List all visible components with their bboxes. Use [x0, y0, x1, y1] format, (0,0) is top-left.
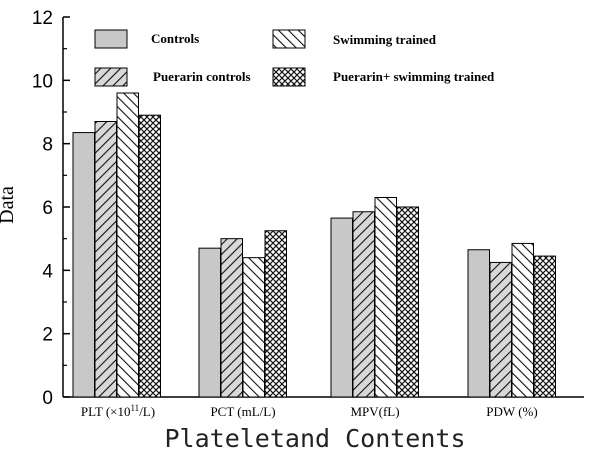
y-tick-label: 6 — [42, 198, 53, 219]
x-category-label: MPV(fL) — [350, 404, 399, 419]
legend-swatch — [272, 67, 306, 87]
x-category-label: PDW (%) — [486, 404, 537, 419]
bar — [467, 249, 490, 398]
bar — [374, 197, 397, 398]
bar — [330, 217, 353, 398]
y-tick-label: 12 — [32, 8, 53, 29]
bar — [533, 255, 556, 398]
x-category-labels: PLT (×1011/L) PCT (mL/L) MPV(fL) PDW (%) — [81, 403, 538, 419]
bars — [72, 92, 556, 398]
bar — [198, 247, 221, 398]
y-axis-title: Data — [0, 186, 18, 224]
legend-label: Controls — [151, 31, 199, 46]
y-tick-label: 8 — [42, 135, 53, 156]
y-tick-label: 2 — [42, 325, 53, 346]
bar — [220, 238, 243, 398]
bar — [352, 211, 375, 398]
y-tick-label: 0 — [42, 388, 53, 409]
x-category-label: PCT (mL/L) — [210, 404, 275, 419]
bar — [489, 261, 512, 398]
bar — [396, 206, 419, 398]
legend-label: Swimming trained — [333, 32, 437, 47]
legend-swatch — [94, 29, 128, 49]
legend-label: Puerarin controls — [153, 69, 251, 84]
y-tick-label: 4 — [42, 261, 53, 282]
legend-swatch — [272, 29, 306, 49]
y-ticks: 0 2 4 6 8 10 12 — [32, 8, 70, 409]
legend-label: Puerarin+ swimming trained — [333, 69, 495, 84]
bar — [94, 121, 117, 398]
y-tick-label: 10 — [32, 71, 53, 92]
bar — [242, 257, 265, 398]
legend-swatch — [94, 67, 128, 87]
legend: Controls Puerarin controls Swimming traine… — [94, 29, 495, 87]
x-category-label: PLT (×1011/L) — [81, 403, 155, 419]
bar — [264, 230, 287, 398]
bar — [116, 92, 139, 398]
x-axis-title: Plateletand Contents — [164, 424, 465, 453]
bar — [72, 132, 95, 398]
bar — [511, 242, 534, 398]
bar — [138, 114, 161, 398]
